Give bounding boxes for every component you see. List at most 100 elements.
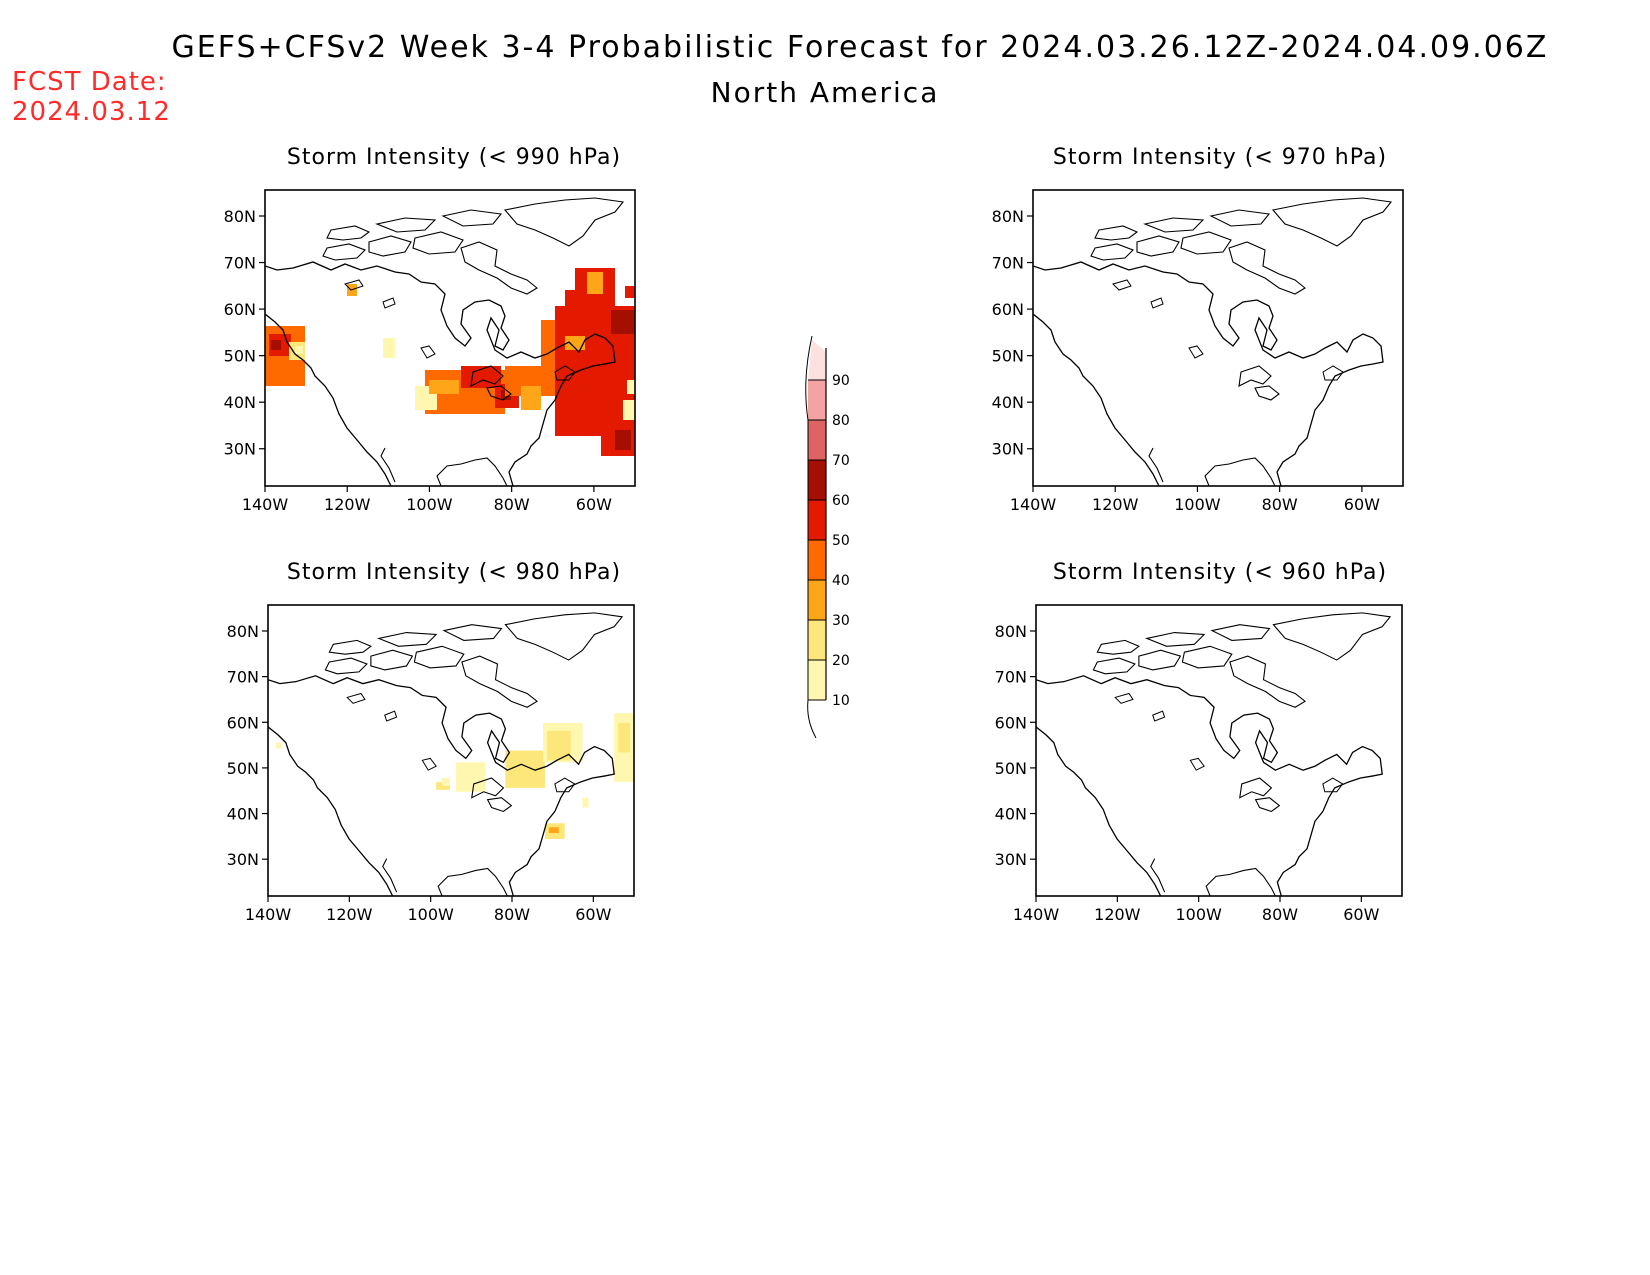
- colorbar-label: 40: [832, 573, 850, 589]
- lon-tick-label: 60W: [1343, 905, 1379, 924]
- lon-tick-label: 80W: [1262, 495, 1298, 514]
- coastline: [1033, 197, 1392, 486]
- colorbar: 10 20 30 40 50 60 70 80 90: [805, 335, 850, 739]
- lon-tick-label: 100W: [1174, 495, 1221, 514]
- lat-tick-label: 60N: [224, 300, 256, 319]
- lat-tick-label: 70N: [995, 668, 1027, 687]
- forecast-date-label: FCST Date:: [12, 67, 167, 97]
- colorbar-label: 50: [832, 533, 850, 549]
- lat-tick-label: 80N: [992, 207, 1024, 226]
- probability-cell: [442, 778, 451, 786]
- lat-tick-label: 70N: [992, 254, 1024, 273]
- lat-tick-label: 40N: [227, 805, 259, 824]
- lat-tick-label: 70N: [224, 254, 256, 273]
- lon-tick-label: 140W: [1013, 905, 1060, 924]
- probability-cell: [521, 386, 541, 410]
- lon-tick-label: 140W: [245, 905, 292, 924]
- lon-tick-label: 120W: [326, 905, 373, 924]
- panel-title-990: Storm Intensity (< 990 hPa): [286, 145, 622, 170]
- lon-tick-label: 60W: [1344, 495, 1380, 514]
- lat-tick-label: 80N: [224, 207, 256, 226]
- colorbar-label: 60: [832, 493, 850, 509]
- probability-cell: [565, 336, 585, 350]
- colorbar-swatch: [808, 340, 826, 380]
- map-frame: [1032, 189, 1404, 487]
- forecast-date-value: 2024.03.12: [12, 97, 171, 127]
- colorbar-swatch: [808, 580, 826, 620]
- lon-tick-label: 140W: [242, 495, 289, 514]
- colorbar-swatch: [808, 460, 826, 500]
- lat-tick-label: 40N: [992, 393, 1024, 412]
- probability-cell: [271, 340, 281, 350]
- lat-tick-label: 50N: [995, 759, 1027, 778]
- colorbar-swatch: [808, 540, 826, 580]
- lat-tick-label: 50N: [227, 759, 259, 778]
- lat-tick-label: 50N: [992, 347, 1024, 366]
- probability-cell: [623, 400, 635, 420]
- lat-tick-label: 30N: [992, 440, 1024, 459]
- panel-title-960: Storm Intensity (< 960 hPa): [1052, 560, 1388, 585]
- lon-tick-label: 80W: [494, 905, 530, 924]
- lon-tick-label: 60W: [575, 905, 611, 924]
- map-panel-p980: 80N 70N 60N 50N 40N 30N 140W 120W 100W 80W 60W: [227, 604, 635, 924]
- lon-tick-label: 140W: [1010, 495, 1057, 514]
- probability-cell: [618, 722, 631, 753]
- map-panel-p960: 80N 70N 60N 50N 40N 30N 140W 120W 100W 80W 60W: [995, 604, 1403, 924]
- lon-tick-label: 60W: [576, 495, 612, 514]
- probability-cell: [582, 797, 589, 808]
- colorbar-swatch: [808, 620, 826, 660]
- region-subtitle: North America: [710, 76, 940, 109]
- probability-cell: [295, 346, 303, 354]
- probability-cell: [429, 380, 459, 394]
- colorbar-label: 80: [832, 413, 850, 429]
- colorbar-swatch: [808, 660, 826, 700]
- coastline: [1036, 612, 1391, 896]
- lat-tick-label: 30N: [995, 850, 1027, 869]
- map-frame: [1035, 604, 1403, 897]
- panel-title-970: Storm Intensity (< 970 hPa): [1052, 145, 1388, 170]
- coastline: [268, 612, 623, 896]
- lon-tick-label: 80W: [494, 495, 530, 514]
- lat-tick-label: 70N: [227, 668, 259, 687]
- map-frame: [267, 604, 635, 897]
- lat-tick-label: 60N: [227, 713, 259, 732]
- probability-cell: [548, 827, 559, 834]
- lat-tick-label: 40N: [995, 805, 1027, 824]
- lat-tick-label: 40N: [224, 393, 256, 412]
- colorbar-swatch: [808, 500, 826, 540]
- map-frame: [264, 189, 636, 487]
- lat-tick-label: 80N: [995, 622, 1027, 641]
- panel-title-980: Storm Intensity (< 980 hPa): [286, 560, 622, 585]
- lat-tick-label: 60N: [992, 300, 1024, 319]
- probability-cell: [625, 286, 635, 298]
- lat-tick-label: 50N: [224, 347, 256, 366]
- probability-cell: [455, 762, 486, 792]
- lon-tick-label: 100W: [407, 905, 454, 924]
- colorbar-label: 90: [832, 373, 850, 389]
- colorbar-label: 20: [832, 653, 850, 669]
- colorbar-label: 70: [832, 453, 850, 469]
- probability-cell: [587, 272, 603, 294]
- lat-tick-label: 30N: [224, 440, 256, 459]
- colorbar-label: 10: [832, 693, 850, 709]
- probability-cell: [383, 338, 395, 358]
- colorbar-label: 30: [832, 613, 850, 629]
- lat-tick-label: 80N: [227, 622, 259, 641]
- lon-tick-label: 100W: [1175, 905, 1222, 924]
- lon-tick-label: 100W: [406, 495, 453, 514]
- map-panel-p990: 80N 70N 60N 50N 40N 30N 140W 120W 100W 80W 60W: [224, 189, 636, 514]
- lat-tick-label: 30N: [227, 850, 259, 869]
- lon-tick-label: 120W: [324, 495, 371, 514]
- colorbar-swatch: [808, 380, 826, 420]
- probability-cell: [615, 430, 631, 450]
- map-panel-p970: 80N 70N 60N 50N 40N 30N 140W 120W 100W 80W 60W: [992, 189, 1404, 514]
- probability-cell: [611, 310, 635, 334]
- lon-tick-label: 120W: [1092, 495, 1139, 514]
- probability-cell: [627, 380, 635, 394]
- lon-tick-label: 120W: [1094, 905, 1141, 924]
- probability-cell: [546, 730, 571, 761]
- probability-cell: [275, 742, 282, 749]
- main-title: GEFS+CFSv2 Week 3-4 Probabilistic Foreca…: [171, 30, 1549, 65]
- lat-tick-label: 60N: [995, 713, 1027, 732]
